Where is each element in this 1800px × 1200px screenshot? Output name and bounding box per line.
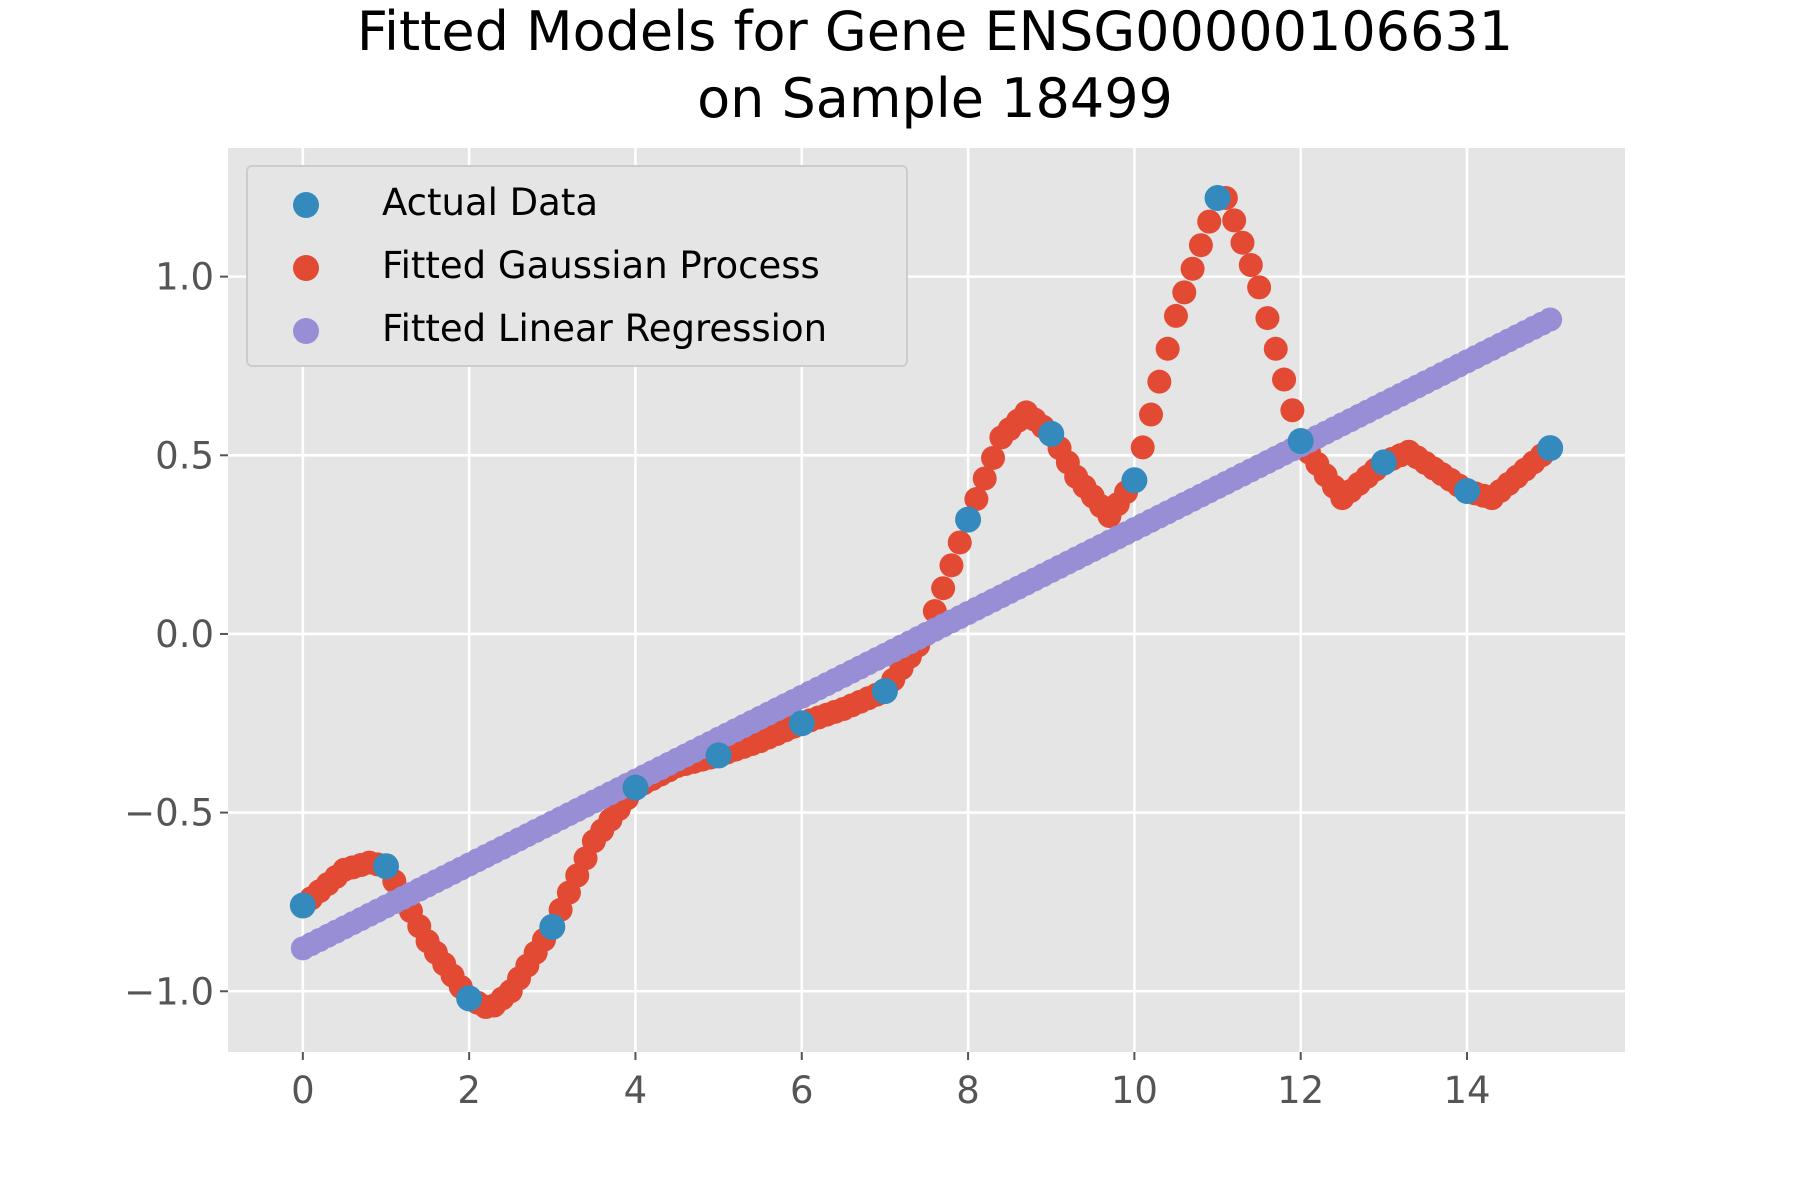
y-tick-label: −1.0 [124, 970, 214, 1013]
legend-marker-linear-regression [293, 318, 319, 344]
actual-data-point [1370, 449, 1397, 476]
gp-fit-point [1147, 369, 1172, 394]
y-tick-label: −0.5 [124, 792, 214, 835]
actual-data-point [955, 506, 982, 533]
gp-fit-point [1222, 208, 1247, 233]
gp-fit-point [947, 530, 972, 555]
gp-fit-point [972, 466, 997, 491]
chart-subtitle: on Sample 18499 [697, 67, 1173, 130]
gp-fit-point [1263, 336, 1288, 361]
chart-title: Fitted Models for Gene ENSG00000106631 [357, 0, 1513, 63]
series-layer [289, 185, 1564, 1019]
y-tick-label: 0.0 [155, 613, 214, 656]
actual-data-point [1454, 478, 1481, 505]
x-tick-label: 6 [790, 1069, 814, 1112]
gp-fit-point [964, 487, 989, 512]
legend-box [246, 165, 908, 367]
actual-data-point [539, 913, 566, 940]
actual-data-point [1121, 467, 1148, 494]
x-tick-label: 10 [1111, 1069, 1158, 1112]
legend-label-gaussian-process: Fitted Gaussian Process [382, 244, 820, 287]
actual-data-point [705, 742, 732, 769]
gp-fit-point [1272, 367, 1297, 392]
actual-data-point [622, 774, 649, 801]
axis-ticks: 0 2 4 6 8 10 12 14 −1.0 −0.5 0.0 0.5 1.0 [124, 256, 1490, 1112]
gp-fit-point [1255, 306, 1280, 331]
gp-fit-point [931, 576, 956, 601]
actual-data-point [1038, 420, 1065, 447]
actual-data-point [1287, 427, 1314, 454]
legend-label-linear-regression: Fitted Linear Regression [382, 307, 827, 350]
gp-fit-point [1280, 398, 1305, 423]
gp-fit-point [1155, 336, 1180, 361]
gp-fit-point [1230, 230, 1255, 255]
y-tick-label: 1.0 [155, 256, 214, 299]
x-tick-label: 2 [457, 1069, 481, 1112]
actual-data-point [1204, 185, 1231, 212]
x-tick-label: 4 [624, 1069, 648, 1112]
linear-fit-point [1538, 307, 1563, 332]
actual-data-point [788, 710, 815, 737]
gp-fit-point [1180, 256, 1205, 281]
legend-label-actual-data: Actual Data [382, 181, 598, 224]
gp-fit-point [1238, 253, 1263, 278]
actual-data-point [372, 853, 399, 880]
x-tick-label: 8 [956, 1069, 980, 1112]
gp-fit-point [1130, 435, 1155, 460]
legend: Actual Data Fitted Gaussian Process Fitt… [246, 165, 908, 367]
x-tick-label: 12 [1277, 1069, 1324, 1112]
actual-data-point [871, 678, 898, 705]
gp-fit-point [1247, 275, 1272, 300]
x-tick-label: 14 [1443, 1069, 1490, 1112]
actual-data-point [456, 985, 483, 1012]
gp-fit-point [1139, 402, 1164, 427]
gp-fit-point [1188, 233, 1213, 258]
actual-data-point [1537, 435, 1564, 462]
actual-data-point [289, 892, 316, 919]
gp-fit-point [939, 553, 964, 578]
gp-fit-point [1197, 209, 1222, 234]
gp-fit-point [1172, 280, 1197, 305]
gp-fit-point [1163, 303, 1188, 328]
y-tick-label: 0.5 [155, 434, 214, 477]
gp-fit-point [981, 445, 1006, 470]
legend-marker-gaussian-process [293, 255, 319, 281]
x-tick-label: 0 [291, 1069, 315, 1112]
legend-marker-actual-data [293, 192, 319, 218]
